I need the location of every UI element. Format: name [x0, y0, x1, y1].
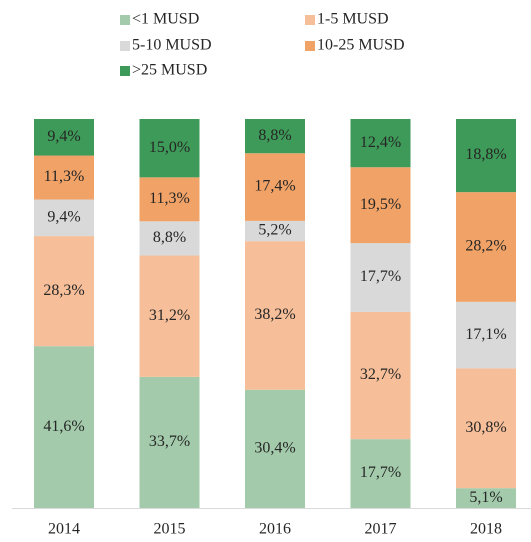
data-label: 28,2% [465, 238, 506, 255]
legend-swatch [305, 15, 315, 25]
data-label: 17,7% [360, 268, 401, 285]
data-label: 33,7% [149, 433, 190, 450]
data-label: 5,2% [258, 222, 291, 239]
data-label: 31,2% [149, 307, 190, 324]
bar-segment [139, 255, 200, 377]
bar-segment [350, 243, 411, 312]
x-tick-label: 2014 [48, 521, 80, 538]
bar-segment [34, 119, 94, 156]
legend-swatch [305, 41, 315, 51]
bar-segment [139, 221, 200, 256]
legend-label: 1-5 MUSD [317, 11, 389, 28]
bar-segment [245, 241, 305, 390]
data-label: 28,3% [43, 282, 84, 299]
legend-swatch [120, 66, 130, 76]
bar-segment [34, 346, 94, 508]
data-label: 17,4% [254, 178, 295, 195]
legend-swatch [120, 15, 130, 25]
x-tick-label: 2018 [470, 521, 502, 538]
bar-segment [245, 220, 305, 242]
bar-segment [350, 119, 411, 168]
data-label: 11,3% [149, 190, 190, 207]
legend-label: <1 MUSD [132, 11, 199, 28]
bar-segment [245, 389, 305, 508]
legend-swatch [120, 41, 130, 51]
data-label: 19,5% [360, 196, 401, 213]
bar-segment [350, 167, 411, 244]
data-label: 15,0% [149, 139, 190, 156]
data-label: 5,1% [469, 489, 502, 506]
data-label: 30,4% [254, 440, 295, 457]
bar-segment [456, 301, 516, 369]
bar-segment [139, 376, 200, 508]
x-tick-label: 2017 [365, 521, 397, 538]
bar-segment [34, 199, 94, 237]
bar-segment [456, 192, 516, 302]
legend-label: >25 MUSD [132, 62, 207, 79]
bar-segment [139, 177, 200, 222]
data-label: 9,4% [47, 208, 80, 225]
data-label: 17,7% [360, 464, 401, 481]
data-label: 18,8% [465, 146, 506, 163]
bar-segment [350, 311, 411, 440]
data-label: 8,8% [153, 229, 186, 246]
bar-segment [350, 439, 411, 508]
data-label: 32,7% [360, 366, 401, 383]
data-label: 17,1% [465, 326, 506, 343]
bar-segment [245, 119, 305, 154]
x-tick-label: 2016 [259, 521, 291, 538]
bar-segment [456, 488, 516, 508]
data-label: 30,8% [465, 419, 506, 436]
x-tick-label: 2015 [154, 521, 186, 538]
bar-segment [139, 119, 200, 178]
bar-segment [34, 236, 94, 347]
bar-segment [245, 153, 305, 221]
bar-segment [456, 368, 516, 489]
legend-label: 10-25 MUSD [317, 37, 405, 54]
legend-label: 5-10 MUSD [132, 37, 212, 54]
bar-segment [456, 119, 516, 193]
data-label: 38,2% [254, 306, 295, 323]
data-label: 8,8% [258, 127, 291, 144]
data-label: 11,3% [44, 168, 85, 185]
data-label: 41,6% [43, 418, 84, 435]
data-label: 9,4% [47, 128, 80, 145]
data-label: 12,4% [360, 134, 401, 151]
bar-segment [34, 155, 94, 200]
